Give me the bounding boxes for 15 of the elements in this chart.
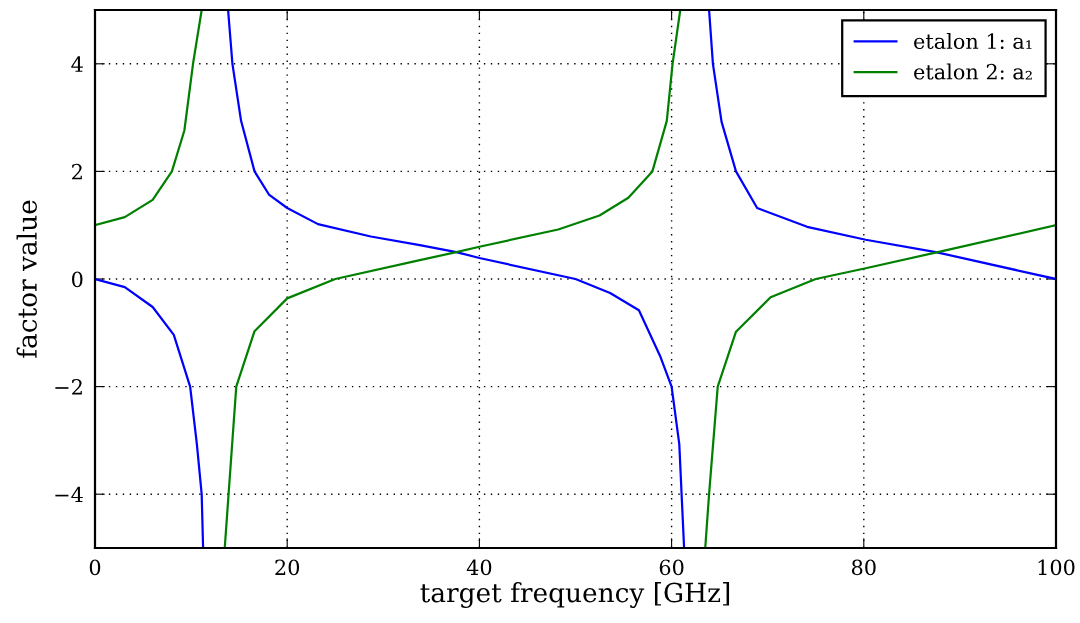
x-tick-label: 40 — [466, 559, 492, 576]
legend-label: etalon 1: a₁ — [914, 32, 1032, 50]
y-tick-label: −2 — [55, 379, 82, 395]
x-tick-label: 20 — [275, 559, 300, 576]
x-tick-label: 100 — [1038, 559, 1075, 576]
x-axis-title: target frequency [GHz] — [420, 582, 730, 608]
x-tick-label: 0 — [89, 559, 101, 576]
legend-label: etalon 2: a₂ — [914, 63, 1032, 80]
y-tick-label: 0 — [72, 271, 83, 288]
y-tick-label: 2 — [72, 163, 82, 180]
x-tick-label: 60 — [659, 559, 684, 576]
y-tick-label: 4 — [71, 56, 83, 72]
y-tick-label: −4 — [55, 486, 83, 503]
y-axis-title: factor value — [16, 200, 37, 358]
x-tick-label: 80 — [851, 559, 876, 576]
